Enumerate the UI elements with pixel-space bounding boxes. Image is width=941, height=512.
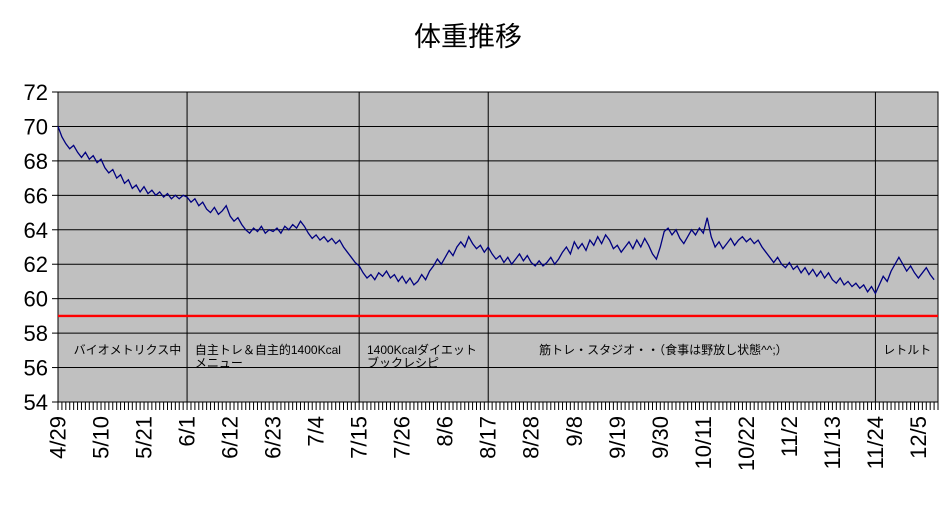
y-axis-label: 62 — [24, 252, 48, 277]
x-axis-label: 4/29 — [46, 416, 71, 459]
weight-series-line — [57, 126, 935, 295]
y-axis-label: 66 — [24, 183, 48, 208]
x-axis-label: 8/17 — [476, 416, 501, 459]
x-axis-label: 11/24 — [863, 416, 888, 469]
plot-layer: 54 56 58 60 62 64 66 68 70 72 4/29 5/10 5/21 6/1 6/12 6… — [24, 80, 939, 471]
y-axis-label: 58 — [24, 321, 48, 346]
phase-annotation: レトルト — [883, 343, 931, 357]
phase-annotation: 筋トレ・スタジオ・・（食事は野放し状態^^;） — [539, 342, 788, 357]
x-axis-label: 6/1 — [175, 416, 200, 447]
y-axis-label: 70 — [24, 114, 48, 139]
x-axis-label: 9/30 — [648, 416, 673, 459]
x-axis-label: 7/26 — [390, 416, 415, 459]
phase-annotation: メニュー — [195, 356, 243, 370]
y-axis-label: 68 — [24, 149, 48, 174]
x-axis-label: 8/6 — [433, 416, 458, 447]
y-axis-label: 56 — [24, 356, 48, 381]
y-axis-label: 72 — [24, 80, 48, 105]
x-axis-label: 9/19 — [605, 416, 630, 459]
x-axis-label: 12/5 — [906, 416, 931, 459]
phase-annotation: ブックレシピ — [367, 355, 439, 370]
x-axis-label: 5/21 — [132, 416, 157, 459]
y-axis-label: 54 — [24, 390, 48, 415]
chart-title: 体重推移 — [414, 22, 522, 52]
plot-area — [57, 91, 939, 403]
x-axis-label: 6/12 — [218, 416, 243, 459]
x-axis-label: 11/13 — [820, 416, 845, 469]
x-axis-label: 9/8 — [562, 416, 587, 447]
phase-annotation: 1400Kcalダイエット — [367, 342, 477, 357]
x-axis-label: 11/2 — [777, 416, 802, 457]
phase-annotation: バイオメトリクス中 — [74, 342, 182, 357]
phase-annotation: 自主トレ＆自主的1400Kcal — [195, 342, 341, 357]
y-axis-label: 64 — [24, 218, 48, 243]
x-axis-label: 7/4 — [304, 416, 329, 447]
x-axis-label: 6/23 — [261, 416, 286, 459]
x-axis-label: 7/15 — [347, 416, 372, 459]
x-axis-label: 10/22 — [734, 416, 759, 471]
x-axis-label: 8/28 — [519, 416, 544, 459]
x-axis-label: 5/10 — [89, 416, 114, 459]
x-axis-label: 10/11 — [691, 416, 716, 469]
y-axis-label: 60 — [24, 287, 48, 312]
